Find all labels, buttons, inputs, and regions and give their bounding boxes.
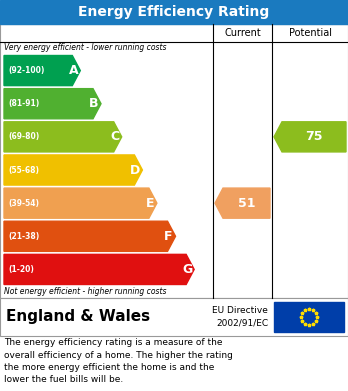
Text: Energy Efficiency Rating: Energy Efficiency Rating <box>78 5 270 19</box>
Text: England & Wales: England & Wales <box>6 310 150 325</box>
Text: D: D <box>130 163 141 176</box>
Text: Potential: Potential <box>288 28 332 38</box>
Text: C: C <box>110 130 119 143</box>
Text: 75: 75 <box>305 130 323 143</box>
Text: Not energy efficient - higher running costs: Not energy efficient - higher running co… <box>4 287 166 296</box>
Polygon shape <box>4 89 101 119</box>
Text: E: E <box>146 197 154 210</box>
Text: (21-38): (21-38) <box>8 232 39 241</box>
Polygon shape <box>4 255 194 285</box>
Bar <box>0 24 348 298</box>
Text: (39-54): (39-54) <box>8 199 39 208</box>
Polygon shape <box>4 188 157 218</box>
Polygon shape <box>215 188 270 218</box>
Polygon shape <box>4 221 175 251</box>
Polygon shape <box>274 122 346 152</box>
Text: Very energy efficient - lower running costs: Very energy efficient - lower running co… <box>4 43 166 52</box>
Text: B: B <box>89 97 99 110</box>
Text: The energy efficiency rating is a measure of the
overall efficiency of a home. T: The energy efficiency rating is a measur… <box>4 338 233 384</box>
Text: F: F <box>164 230 173 243</box>
Bar <box>0 298 348 336</box>
Bar <box>274 302 344 332</box>
Polygon shape <box>4 56 80 86</box>
Text: (55-68): (55-68) <box>8 165 39 174</box>
Text: (92-100): (92-100) <box>8 66 45 75</box>
Polygon shape <box>4 122 122 152</box>
Text: G: G <box>182 263 192 276</box>
Text: A: A <box>69 64 78 77</box>
Bar <box>0 0 348 24</box>
Polygon shape <box>4 155 142 185</box>
Text: EU Directive
2002/91/EC: EU Directive 2002/91/EC <box>212 306 268 328</box>
Text: (69-80): (69-80) <box>8 133 39 142</box>
Text: (1-20): (1-20) <box>8 265 34 274</box>
Text: Current: Current <box>224 28 261 38</box>
Text: 51: 51 <box>238 197 255 210</box>
Text: (81-91): (81-91) <box>8 99 39 108</box>
